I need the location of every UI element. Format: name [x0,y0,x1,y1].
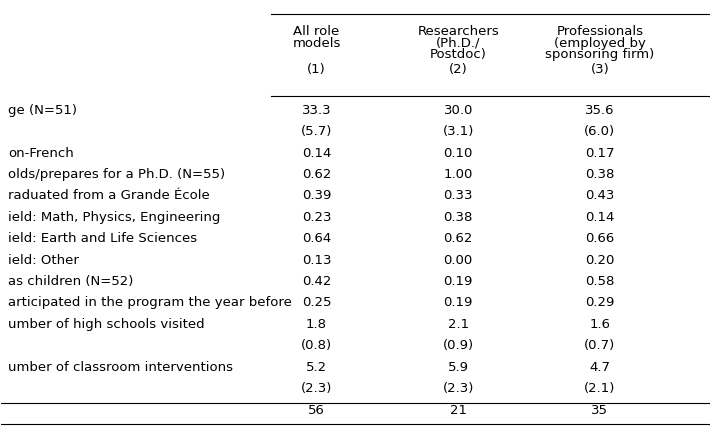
Text: sponsoring firm): sponsoring firm) [545,48,654,61]
Text: 0.62: 0.62 [302,168,331,181]
Text: on-French: on-French [9,147,74,160]
Text: umber of classroom interventions: umber of classroom interventions [9,361,233,374]
Text: olds/prepares for a Ph.D. (N=55): olds/prepares for a Ph.D. (N=55) [9,168,225,181]
Text: All role: All role [294,25,340,38]
Text: 0.42: 0.42 [302,275,331,288]
Text: 5.9: 5.9 [448,361,469,374]
Text: 35: 35 [592,404,609,417]
Text: articipated in the program the year before: articipated in the program the year befo… [9,296,292,309]
Text: (6.0): (6.0) [584,125,616,138]
Text: (0.9): (0.9) [443,339,474,352]
Text: 56: 56 [308,404,325,417]
Text: Researchers: Researchers [417,25,499,38]
Text: 0.38: 0.38 [585,168,614,181]
Text: (Ph.D./: (Ph.D./ [436,37,481,50]
Text: 0.19: 0.19 [444,296,473,309]
Text: 0.14: 0.14 [585,211,614,224]
Text: umber of high schools visited: umber of high schools visited [9,318,205,331]
Text: models: models [292,37,341,50]
Text: ge (N=51): ge (N=51) [9,104,77,117]
Text: 5.2: 5.2 [306,361,327,374]
Text: ield: Earth and Life Sciences: ield: Earth and Life Sciences [9,232,198,245]
Text: 0.33: 0.33 [444,189,473,202]
Text: 0.66: 0.66 [585,232,614,245]
Text: 0.64: 0.64 [302,232,331,245]
Text: (1): (1) [307,62,326,76]
Text: (3.1): (3.1) [442,125,474,138]
Text: 0.23: 0.23 [301,211,331,224]
Text: 0.39: 0.39 [302,189,331,202]
Text: 1.00: 1.00 [444,168,473,181]
Text: as children (N=52): as children (N=52) [9,275,134,288]
Text: 0.13: 0.13 [301,253,331,266]
Text: ield: Other: ield: Other [9,253,80,266]
Text: (employed by: (employed by [554,37,646,50]
Text: 2.1: 2.1 [448,318,469,331]
Text: (2): (2) [449,62,468,76]
Text: 4.7: 4.7 [589,361,610,374]
Text: 35.6: 35.6 [585,104,614,117]
Text: 0.00: 0.00 [444,253,473,266]
Text: (0.8): (0.8) [301,339,332,352]
Text: 0.38: 0.38 [444,211,473,224]
Text: 0.58: 0.58 [585,275,614,288]
Text: 0.10: 0.10 [444,147,473,160]
Text: (3): (3) [590,62,609,76]
Text: 33.3: 33.3 [301,104,331,117]
Text: 1.6: 1.6 [589,318,610,331]
Text: 0.43: 0.43 [585,189,614,202]
Text: 1.8: 1.8 [306,318,327,331]
Text: (2.3): (2.3) [442,382,474,395]
Text: 0.17: 0.17 [585,147,614,160]
Text: (2.1): (2.1) [584,382,616,395]
Text: 0.14: 0.14 [302,147,331,160]
Text: (5.7): (5.7) [301,125,332,138]
Text: raduated from a Grande École: raduated from a Grande École [9,189,210,202]
Text: 0.29: 0.29 [585,296,614,309]
Text: 30.0: 30.0 [444,104,473,117]
Text: Professionals: Professionals [556,25,643,38]
Text: 21: 21 [449,404,466,417]
Text: 0.20: 0.20 [585,253,614,266]
Text: ield: Math, Physics, Engineering: ield: Math, Physics, Engineering [9,211,221,224]
Text: 0.19: 0.19 [444,275,473,288]
Text: 0.62: 0.62 [444,232,473,245]
Text: 0.25: 0.25 [301,296,331,309]
Text: (2.3): (2.3) [301,382,332,395]
Text: Postdoc): Postdoc) [429,48,486,61]
Text: (0.7): (0.7) [584,339,616,352]
